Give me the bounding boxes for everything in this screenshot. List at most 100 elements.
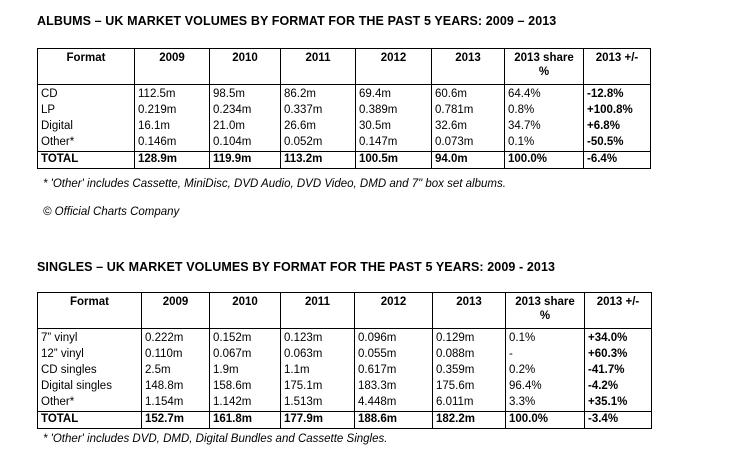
value-cell: 161.8m — [209, 411, 281, 429]
table-row: Digital singles 148.8m 158.6m 175.1m 183.3m 1… — [37, 379, 652, 395]
table-row: CD singles 2.5m 1.9m 1.1m 0.617m 0.359m 0.2% -4… — [37, 363, 652, 379]
value-cell: 1.154m — [141, 395, 210, 412]
table-row: Other* 1.154m 1.142m 1.513m 4.448m 6.011m 3.3%… — [37, 395, 652, 412]
value-cell: 0.067m — [209, 347, 281, 363]
singles-title: SINGLES – UK MARKET VOLUMES BY FORMAT FO… — [37, 260, 556, 274]
singles-header-row: Format 2009 2010 2011 2012 2013 2013 sha… — [37, 292, 652, 329]
value-cell: 100.0% — [504, 151, 584, 169]
value-cell: 0.389m — [355, 103, 432, 119]
value-cell: 0.219m — [134, 103, 210, 119]
value-cell: 34.7% — [504, 119, 584, 135]
value-cell: 96.4% — [505, 379, 585, 395]
value-cell: 0.055m — [354, 347, 433, 363]
column-header-2011: 2011 — [280, 292, 355, 329]
column-header-format: Format — [37, 48, 135, 85]
change-cell: -50.5% — [583, 135, 651, 152]
format-cell: TOTAL — [37, 411, 142, 429]
column-header-2009: 2009 — [141, 292, 210, 329]
value-cell: 0.781m — [431, 103, 505, 119]
column-header-2013-change: 2013 +/- — [583, 48, 651, 85]
change-cell: +34.0% — [584, 328, 652, 347]
value-cell: 0.146m — [134, 135, 210, 152]
value-cell: 100.0% — [505, 411, 585, 429]
albums-credit: © Official Charts Company — [43, 206, 180, 218]
change-cell: +60.3% — [584, 347, 652, 363]
format-cell: 12” vinyl — [37, 347, 142, 363]
table-row: CD 112.5m 98.5m 86.2m 69.4m 60.6m 64.4% -12.8% — [37, 84, 651, 103]
albums-footnote: * 'Other' includes Cassette, MiniDisc, D… — [43, 178, 506, 190]
format-cell: CD singles — [37, 363, 142, 379]
column-header-format: Format — [37, 292, 142, 329]
change-cell: -6.4% — [583, 151, 651, 169]
value-cell: 158.6m — [209, 379, 281, 395]
value-cell: 98.5m — [209, 84, 281, 103]
format-cell: Digital singles — [37, 379, 142, 395]
value-cell: 0.147m — [355, 135, 432, 152]
albums-title: ALBUMS – UK MARKET VOLUMES BY FORMAT FOR… — [37, 14, 557, 28]
change-cell: +100.8% — [583, 103, 651, 119]
value-cell: 1.9m — [209, 363, 281, 379]
value-cell: 113.2m — [280, 151, 356, 169]
albums-header-row: Format 2009 2010 2011 2012 2013 2013 sha… — [37, 48, 651, 85]
value-cell: 94.0m — [431, 151, 505, 169]
value-cell: 0.1% — [504, 135, 584, 152]
value-cell: 0.359m — [432, 363, 506, 379]
value-cell: 0.222m — [141, 328, 210, 347]
value-cell: 0.096m — [354, 328, 433, 347]
value-cell: 0.129m — [432, 328, 506, 347]
change-cell: +6.8% — [583, 119, 651, 135]
value-cell: 182.2m — [432, 411, 506, 429]
value-cell: 1.142m — [209, 395, 281, 412]
total-row: TOTAL 152.7m 161.8m 177.9m 188.6m 182.2m 100.0… — [37, 411, 652, 429]
column-header-2013: 2013 — [432, 292, 506, 329]
value-cell: 0.063m — [280, 347, 355, 363]
table-row: 7” vinyl 0.222m 0.152m 0.123m 0.096m 0.129m 0.… — [37, 328, 652, 347]
value-cell: 0.234m — [209, 103, 281, 119]
column-header-2013-share: 2013 share % — [504, 48, 584, 85]
value-cell: 86.2m — [280, 84, 356, 103]
change-cell: -41.7% — [584, 363, 652, 379]
singles-table: Format 2009 2010 2011 2012 2013 2013 sha… — [37, 292, 652, 429]
value-cell: 183.3m — [354, 379, 433, 395]
value-cell: 152.7m — [141, 411, 210, 429]
value-cell: 32.6m — [431, 119, 505, 135]
column-header-2013-change: 2013 +/- — [584, 292, 652, 329]
albums-table: Format 2009 2010 2011 2012 2013 2013 sha… — [37, 48, 651, 169]
value-cell: 0.104m — [209, 135, 281, 152]
value-cell: 0.8% — [504, 103, 584, 119]
column-header-2011: 2011 — [280, 48, 356, 85]
value-cell: 21.0m — [209, 119, 281, 135]
value-cell: 0.2% — [505, 363, 585, 379]
value-cell: 1.513m — [280, 395, 355, 412]
change-cell: -12.8% — [583, 84, 651, 103]
column-header-2010: 2010 — [209, 48, 281, 85]
value-cell: 148.8m — [141, 379, 210, 395]
format-cell: Other* — [37, 395, 142, 412]
format-cell: LP — [37, 103, 135, 119]
value-cell: 4.448m — [354, 395, 433, 412]
value-cell: 16.1m — [134, 119, 210, 135]
format-cell: TOTAL — [37, 151, 135, 169]
value-cell: 2.5m — [141, 363, 210, 379]
format-cell: Digital — [37, 119, 135, 135]
value-cell: 177.9m — [280, 411, 355, 429]
format-cell: Other* — [37, 135, 135, 152]
value-cell: 0.1% — [505, 328, 585, 347]
change-cell: -4.2% — [584, 379, 652, 395]
value-cell: 0.152m — [209, 328, 281, 347]
value-cell: 112.5m — [134, 84, 210, 103]
column-header-2013: 2013 — [431, 48, 505, 85]
change-cell: +35.1% — [584, 395, 652, 412]
value-cell: 0.073m — [431, 135, 505, 152]
change-cell: -3.4% — [584, 411, 652, 429]
value-cell: 0.088m — [432, 347, 506, 363]
table-row: 12” vinyl 0.110m 0.067m 0.063m 0.055m 0.088m -… — [37, 347, 652, 363]
singles-footnote: * 'Other' includes DVD, DMD, Digital Bun… — [43, 433, 388, 445]
total-row: TOTAL 128.9m 119.9m 113.2m 100.5m 94.0m 100.0%… — [37, 151, 651, 169]
column-header-2009: 2009 — [134, 48, 210, 85]
column-header-2012: 2012 — [354, 292, 433, 329]
value-cell: 60.6m — [431, 84, 505, 103]
value-cell: - — [505, 347, 585, 363]
table-row: Digital 16.1m 21.0m 26.6m 30.5m 32.6m 34.7% +6.… — [37, 119, 651, 135]
column-header-2012: 2012 — [355, 48, 432, 85]
